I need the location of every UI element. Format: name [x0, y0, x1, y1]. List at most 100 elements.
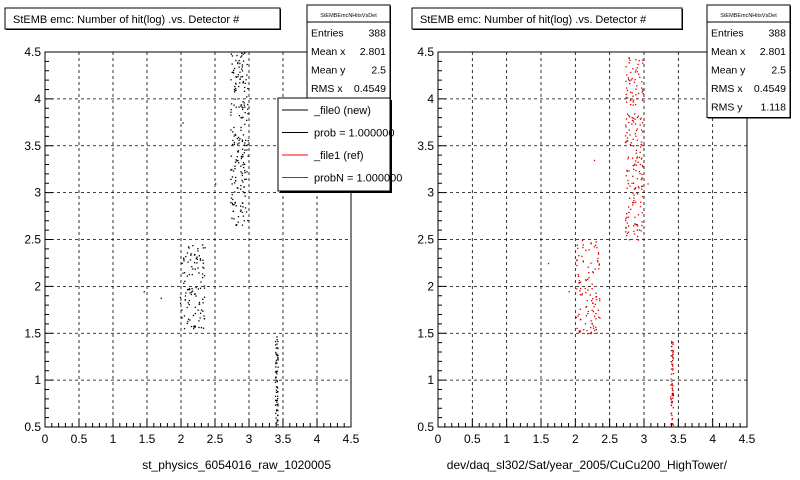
stats-value: 0.4549: [754, 83, 786, 95]
data-point: [241, 68, 243, 70]
data-point: [633, 168, 635, 170]
plot-frame: [437, 51, 748, 428]
y-tick-label: 0.5: [24, 420, 41, 434]
data-point: [641, 173, 643, 176]
data-point: [626, 89, 629, 92]
data-point: [592, 271, 594, 274]
y-tick-label: 2: [34, 279, 41, 293]
data-point: [238, 139, 240, 141]
data-point: [274, 395, 277, 397]
stats-label: Mean y: [711, 65, 746, 77]
data-point: [274, 371, 277, 373]
data-point: [672, 395, 675, 397]
stats-value: 2.5: [371, 65, 386, 77]
data-point: [633, 145, 635, 147]
data-point: [275, 353, 277, 355]
data-point: [589, 294, 591, 296]
data-point: [629, 91, 632, 93]
data-point: [197, 267, 199, 269]
data-point: [587, 333, 589, 335]
data-point: [242, 164, 244, 166]
data-point: [237, 151, 239, 153]
data-point: [277, 409, 279, 412]
data-point: [200, 309, 203, 311]
data-point: [632, 101, 634, 103]
y-tick-label: 1.5: [417, 326, 434, 340]
data-point: [625, 126, 627, 128]
data-point: [635, 135, 637, 137]
data-point: [203, 287, 206, 289]
data-point: [185, 255, 187, 258]
data-point: [277, 414, 279, 417]
data-point: [582, 246, 584, 249]
data-point: [191, 266, 193, 268]
data-point: [671, 340, 673, 343]
data-point: [591, 323, 593, 325]
chart-title: StEMB emc: Number of hit(log) .vs. Detec…: [420, 14, 647, 26]
data-point: [625, 227, 627, 229]
data-point: [183, 328, 186, 330]
data-point: [672, 423, 674, 425]
data-point: [581, 294, 583, 296]
data-point: [672, 393, 674, 396]
data-point: [244, 82, 246, 84]
data-point: [670, 413, 672, 415]
data-point: [238, 66, 240, 68]
data-point: [626, 216, 628, 219]
data-point: [241, 174, 243, 177]
data-point: [275, 351, 277, 354]
data-point: [238, 142, 240, 144]
x-tick-label: 1: [110, 432, 117, 446]
data-point: [576, 327, 578, 330]
data-point: [201, 273, 204, 275]
data-point: [631, 77, 633, 80]
data-point: [277, 420, 279, 422]
data-point: [235, 82, 237, 85]
data-point: [625, 93, 627, 95]
data-point: [230, 109, 232, 111]
data-point: [275, 417, 277, 419]
data-point: [202, 247, 204, 249]
data-point: [276, 336, 278, 338]
data-point: [592, 271, 594, 273]
data-point: [246, 149, 248, 151]
data-point: [672, 350, 674, 352]
data-point: [672, 343, 674, 345]
data-point: [633, 194, 635, 196]
data-point: [244, 86, 246, 89]
data-point: [597, 257, 599, 260]
data-point: [193, 328, 195, 330]
data-point: [594, 303, 596, 305]
data-point: [230, 155, 232, 157]
data-point: [188, 304, 190, 306]
data-point: [636, 98, 638, 100]
data-point: [632, 157, 634, 159]
data-point: [230, 79, 232, 81]
data-point: [585, 249, 587, 252]
data-point: [187, 246, 190, 248]
data-point: [241, 55, 243, 57]
data-point: [586, 330, 588, 332]
data-point: [232, 170, 235, 172]
data-point: [632, 175, 634, 177]
data-point: [640, 146, 642, 148]
data-point: [160, 297, 162, 299]
data-point: [633, 81, 636, 83]
data-point: [240, 155, 243, 158]
data-point: [670, 373, 673, 375]
data-point: [194, 326, 196, 328]
data-point: [634, 71, 637, 73]
data-point: [579, 331, 581, 333]
data-point: [215, 183, 217, 185]
data-point: [246, 74, 248, 76]
data-point: [633, 182, 635, 184]
data-point: [244, 123, 246, 125]
x-tick-label: 4.5: [343, 432, 360, 446]
data-point: [671, 342, 673, 344]
data-point: [579, 308, 581, 310]
data-point: [197, 288, 199, 290]
data-point: [641, 99, 643, 101]
data-point: [233, 72, 235, 74]
data-point: [243, 220, 245, 222]
data-point: [246, 171, 248, 173]
